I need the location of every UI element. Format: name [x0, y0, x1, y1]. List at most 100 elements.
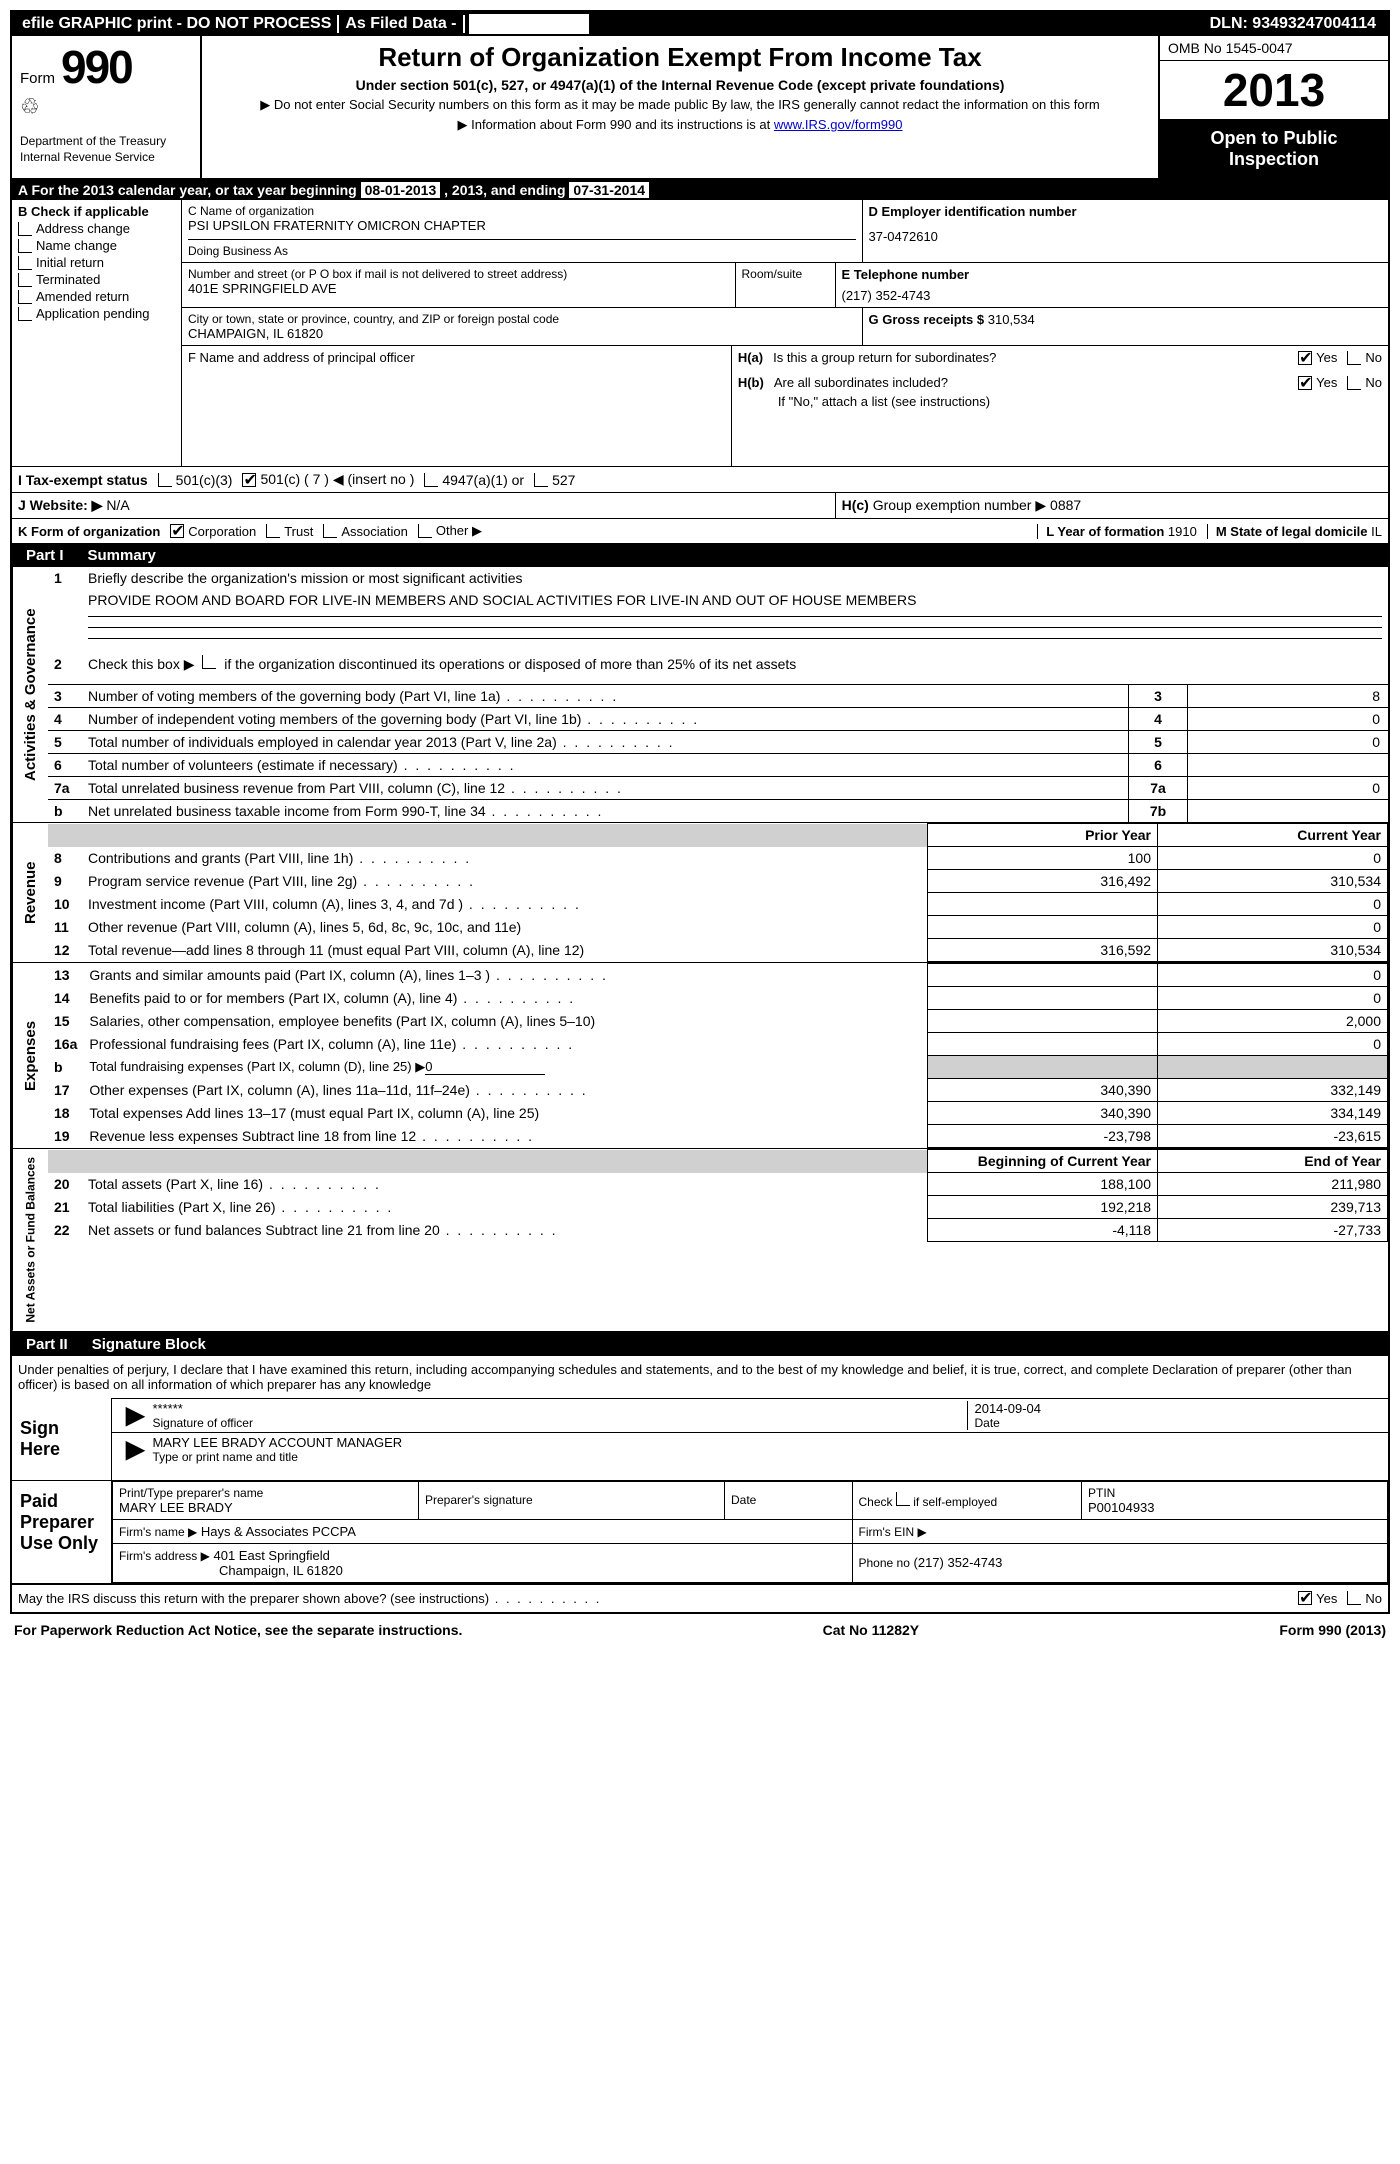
year-formation: 1910	[1168, 524, 1197, 539]
org-name: PSI UPSILON FRATERNITY OMICRON CHAPTER	[188, 218, 856, 233]
note-instructions: ▶ Information about Form 990 and its ins…	[222, 117, 1138, 133]
netassets-block: Net Assets or Fund Balances Beginning of…	[12, 1149, 1388, 1333]
sign-here-label: Sign Here	[12, 1398, 112, 1480]
firm-address1: 401 East Springfield	[214, 1548, 330, 1563]
cat-no: Cat No 11282Y	[823, 1622, 920, 1638]
check-527[interactable]	[534, 473, 548, 487]
check-ha-yes[interactable]	[1298, 351, 1312, 365]
line-k: K Form of organization Corporation Trust…	[12, 519, 1388, 544]
open-to-public: Open to Public Inspection	[1160, 120, 1388, 178]
line-j-hc: J Website: ▶ N/A H(c) Group exemption nu…	[12, 493, 1388, 519]
val-7b	[1188, 800, 1388, 822]
check-other[interactable]	[418, 524, 432, 538]
check-501c3[interactable]	[158, 473, 172, 487]
ein: 37-0472610	[869, 229, 1382, 244]
form-number: 990	[61, 40, 132, 94]
tax-year-end: 07-31-2014	[569, 182, 649, 198]
check-association[interactable]	[323, 524, 337, 538]
tab-governance: Activities & Governance	[12, 567, 48, 822]
check-name-change[interactable]	[18, 239, 32, 253]
mission: PROVIDE ROOM AND BOARD FOR LIVE-IN MEMBE…	[88, 592, 1382, 608]
perjury-statement: Under penalties of perjury, I declare th…	[12, 1356, 1388, 1398]
note-ssn: ▶ Do not enter Social Security numbers o…	[222, 97, 1138, 113]
revenue-block: Revenue Prior YearCurrent Year 8Contribu…	[12, 823, 1388, 963]
revenue-table: Prior YearCurrent Year 8Contributions an…	[48, 823, 1388, 962]
val-6	[1188, 754, 1388, 776]
check-amended[interactable]	[18, 290, 32, 304]
footer: For Paperwork Reduction Act Notice, see …	[10, 1614, 1390, 1638]
arrow-icon: ▶	[118, 1435, 152, 1464]
omb-number: OMB No 1545-0047	[1160, 36, 1388, 61]
recycle-icon: ♲	[20, 94, 192, 120]
paperwork-notice: For Paperwork Reduction Act Notice, see …	[14, 1622, 462, 1638]
officer-signature: ******	[152, 1401, 967, 1416]
part-i-header: Part I Summary	[12, 544, 1388, 567]
officer-name: MARY LEE BRADY ACCOUNT MANAGER	[152, 1435, 1382, 1450]
preparer-table: Print/Type preparer's nameMARY LEE BRADY…	[112, 1481, 1388, 1583]
check-discontinued[interactable]	[202, 655, 216, 669]
tax-year-begin: 08-01-2013	[361, 182, 441, 198]
street-address: 401E SPRINGFIELD AVE	[188, 281, 729, 296]
check-hb-no[interactable]	[1347, 376, 1361, 390]
box-c-d: C Name of organization PSI UPSILON FRATE…	[182, 200, 1388, 466]
firm-address2: Champaign, IL 61820	[119, 1563, 343, 1578]
dept-treasury: Department of the Treasury Internal Reve…	[20, 134, 192, 165]
tab-netassets: Net Assets or Fund Balances	[12, 1149, 48, 1331]
header: Form 990 ♲ Department of the Treasury In…	[12, 36, 1388, 180]
check-application-pending[interactable]	[18, 307, 32, 321]
asfiled-value	[469, 14, 589, 34]
check-hb-yes[interactable]	[1298, 376, 1312, 390]
gross-receipts: 310,534	[988, 312, 1035, 327]
website: N/A	[106, 497, 129, 513]
check-discuss-yes[interactable]	[1298, 1591, 1312, 1605]
check-address-change[interactable]	[18, 222, 32, 236]
check-self-employed[interactable]	[896, 1492, 910, 1506]
efile-label: efile GRAPHIC print - DO NOT PROCESS	[16, 15, 339, 33]
check-terminated[interactable]	[18, 273, 32, 287]
state-domicile: IL	[1371, 524, 1382, 539]
sign-date: 2014-09-04	[974, 1401, 1382, 1416]
box-b: B Check if applicable Address change Nam…	[12, 200, 182, 466]
header-left: Form 990 ♲ Department of the Treasury In…	[12, 36, 202, 178]
tab-expenses: Expenses	[12, 963, 48, 1148]
group-exemption: 0887	[1050, 497, 1081, 513]
check-trust[interactable]	[266, 524, 280, 538]
tax-year: 2013	[1160, 61, 1388, 120]
signature-block: Under penalties of perjury, I declare th…	[12, 1356, 1388, 1612]
check-discuss-no[interactable]	[1347, 1591, 1361, 1605]
irs-link[interactable]: www.IRS.gov/form990	[774, 117, 903, 132]
form-ref: Form 990 (2013)	[1279, 1622, 1386, 1638]
preparer-name: MARY LEE BRADY	[119, 1500, 412, 1515]
form-subtitle: Under section 501(c), 527, or 4947(a)(1)…	[222, 77, 1138, 93]
asfiled-label: As Filed Data -	[339, 15, 464, 33]
line-i: I Tax-exempt status 501(c)(3) 501(c) ( 7…	[12, 467, 1388, 493]
form-title: Return of Organization Exempt From Incom…	[222, 42, 1138, 73]
val-3: 8	[1188, 685, 1388, 707]
firm-phone: (217) 352-4743	[914, 1555, 1003, 1570]
expenses-table: 13Grants and similar amounts paid (Part …	[48, 963, 1388, 1148]
form-word: Form	[20, 70, 55, 87]
check-ha-no[interactable]	[1347, 351, 1361, 365]
check-initial-return[interactable]	[18, 256, 32, 270]
val-5: 0	[1188, 731, 1388, 753]
check-501c[interactable]	[242, 473, 256, 487]
dln: DLN: 93493247004114	[1210, 15, 1384, 33]
header-center: Return of Organization Exempt From Incom…	[202, 36, 1158, 178]
governance-block: Activities & Governance 1Briefly describ…	[12, 567, 1388, 823]
discuss-row: May the IRS discuss this return with the…	[12, 1585, 1388, 1612]
val-4: 0	[1188, 708, 1388, 730]
ptin: P00104933	[1088, 1500, 1381, 1515]
city-state-zip: CHAMPAIGN, IL 61820	[188, 326, 856, 341]
val-7a: 0	[1188, 777, 1388, 799]
header-right: OMB No 1545-0047 2013 Open to Public Ins…	[1158, 36, 1388, 178]
tab-revenue: Revenue	[12, 823, 48, 962]
topbar: efile GRAPHIC print - DO NOT PROCESS As …	[12, 12, 1388, 36]
paid-preparer-label: Paid Preparer Use Only	[12, 1481, 112, 1583]
line-a: A For the 2013 calendar year, or tax yea…	[12, 180, 1388, 200]
expenses-block: Expenses 13Grants and similar amounts pa…	[12, 963, 1388, 1149]
netassets-table: Beginning of Current YearEnd of Year 20T…	[48, 1149, 1388, 1242]
check-4947[interactable]	[424, 473, 438, 487]
part-ii-header: Part II Signature Block	[12, 1333, 1388, 1356]
form-990-page: efile GRAPHIC print - DO NOT PROCESS As …	[10, 10, 1390, 1614]
check-corporation[interactable]	[170, 524, 184, 538]
